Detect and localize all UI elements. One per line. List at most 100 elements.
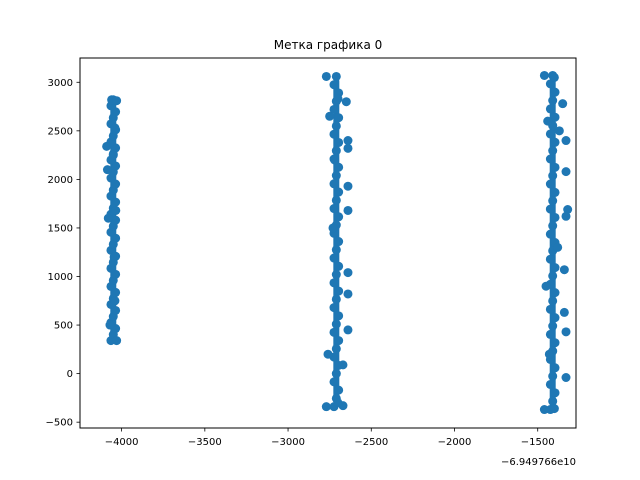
scatter-point — [549, 404, 559, 414]
scatter-point — [331, 171, 341, 181]
scatter-point — [545, 104, 555, 114]
scatter-point — [321, 71, 331, 81]
scatter-point — [548, 271, 558, 281]
plot-marks — [102, 70, 573, 415]
scatter-point — [341, 97, 351, 107]
scatter-point — [548, 396, 558, 406]
scatter-point — [539, 405, 549, 415]
scatter-point — [548, 96, 558, 106]
scatter-point — [329, 278, 339, 288]
scatter-point — [343, 268, 353, 278]
scatter-point — [554, 126, 564, 136]
scatter-point — [550, 137, 560, 147]
scatter-point — [550, 212, 560, 222]
scatter-point — [334, 137, 344, 147]
scatter-point — [325, 111, 335, 121]
scatter-point — [550, 338, 560, 348]
scatter-point — [545, 204, 555, 214]
scatter-point — [545, 79, 555, 89]
scatter-point — [343, 143, 353, 153]
y-tick-label: 0 — [67, 369, 73, 380]
scatter-point — [334, 187, 344, 197]
scatter-point — [550, 313, 560, 323]
scatter-point — [334, 113, 344, 123]
scatter-point — [102, 141, 112, 151]
scatter-point — [110, 123, 120, 133]
scatter-point — [110, 296, 120, 306]
scatter-point — [112, 96, 122, 106]
scatter-point — [545, 154, 555, 164]
scatter-point — [331, 319, 341, 329]
scatter-point — [334, 385, 344, 395]
scatter-point — [331, 369, 341, 379]
scatter-point — [550, 363, 560, 373]
scatter-point — [343, 289, 353, 299]
scatter-point — [550, 263, 560, 273]
scatter-point — [548, 196, 558, 206]
x-tick-label: −2000 — [438, 437, 472, 448]
scatter-point — [561, 167, 571, 177]
scatter-point — [539, 70, 549, 80]
scatter-point — [334, 261, 344, 271]
scatter-point — [561, 327, 571, 337]
scatter-point — [331, 71, 341, 81]
scatter-point — [102, 165, 112, 175]
scatter-point — [334, 311, 344, 321]
y-tick-label: 500 — [54, 321, 73, 332]
point-cluster-2 — [321, 71, 353, 412]
scatter-point — [330, 155, 340, 165]
scatter-point — [329, 303, 339, 313]
scatter-point — [329, 179, 339, 189]
scatter-point — [338, 360, 348, 370]
y-tick-label: 2000 — [48, 175, 73, 186]
scatter-point — [333, 94, 343, 104]
scatter-point — [550, 187, 560, 197]
scatter-point — [331, 195, 341, 205]
scatter-point — [545, 179, 555, 189]
x-tick-label: −2500 — [354, 437, 388, 448]
scatter-point — [548, 171, 558, 181]
scatter-point — [329, 377, 339, 387]
scatter-point — [334, 162, 344, 172]
scatter-point — [550, 388, 560, 398]
scatter-point — [544, 349, 554, 359]
scatter-point — [333, 398, 343, 408]
x-offset-label: −6.949766e10 — [501, 457, 576, 468]
point-cluster-1 — [102, 95, 122, 346]
scatter-point — [543, 116, 553, 126]
chart-title: Метка графика 0 — [274, 38, 383, 52]
scatter-point — [329, 204, 339, 214]
scatter-point — [323, 349, 333, 359]
scatter-point — [550, 288, 560, 298]
scatter-point — [545, 254, 555, 264]
scatter-point — [328, 223, 338, 233]
scatter-point — [545, 379, 555, 389]
scatter-point — [329, 129, 339, 139]
y-axis: −500 0 500 1000 1500 2000 2500 3000 — [46, 78, 80, 429]
scatter-point — [545, 129, 555, 139]
x-tick-label: −3500 — [188, 437, 222, 448]
scatter-point — [545, 304, 555, 314]
scatter-point — [329, 253, 339, 263]
x-tick-label: −4000 — [105, 437, 139, 448]
scatter-point — [109, 252, 119, 262]
scatter-point — [331, 245, 341, 255]
scatter-point — [550, 162, 560, 172]
y-tick-label: −500 — [46, 418, 73, 429]
scatter-point — [331, 121, 341, 131]
scatter-point — [334, 212, 344, 222]
y-tick-label: 1000 — [48, 272, 73, 283]
point-cluster-3 — [539, 70, 573, 415]
scatter-point — [331, 294, 341, 304]
scatter-point — [558, 99, 568, 109]
scatter-point — [545, 329, 555, 339]
scatter-point — [549, 72, 559, 82]
scatter-point — [108, 150, 118, 160]
scatter-point — [550, 112, 560, 122]
scatter-point — [550, 87, 560, 97]
scatter-point — [343, 181, 353, 191]
scatter-point — [561, 373, 571, 383]
scatter-point — [112, 336, 122, 346]
scatter-point — [329, 104, 339, 114]
scatter-point — [563, 204, 573, 214]
